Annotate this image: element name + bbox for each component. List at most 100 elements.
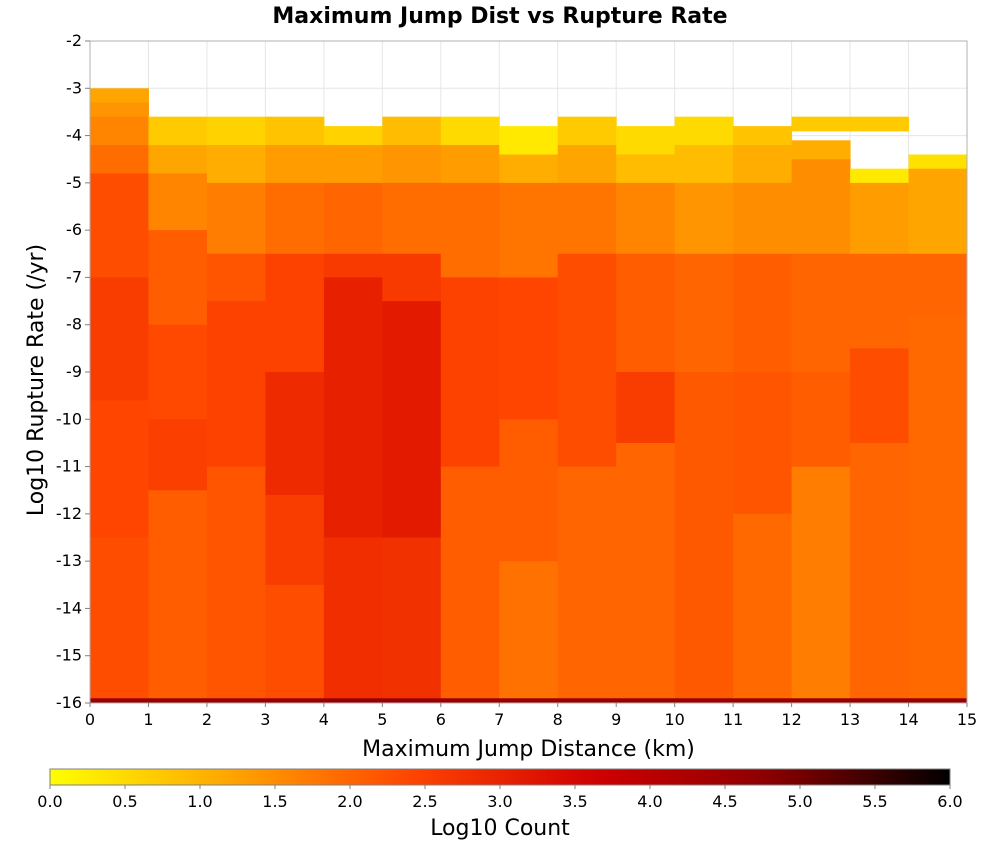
heatmap-cell xyxy=(616,154,676,184)
heatmap-cell xyxy=(382,182,442,255)
x-tick-label: 0 xyxy=(85,710,95,729)
heatmap-cell xyxy=(265,182,325,255)
x-tick-label: 2 xyxy=(202,710,212,729)
heatmap-cell xyxy=(206,253,266,302)
y-tick-label: -15 xyxy=(56,646,82,665)
heatmap-cell xyxy=(90,173,149,278)
heatmap-cell xyxy=(90,145,149,174)
heatmap-cell xyxy=(733,253,793,373)
heatmap-cell xyxy=(674,145,734,184)
x-tick-label: 14 xyxy=(898,710,918,729)
colorbar-tick-label: 4.5 xyxy=(712,792,737,811)
heatmap-cell xyxy=(557,698,617,704)
heatmap-cell xyxy=(499,126,559,155)
colorbar-tick-label: 3.0 xyxy=(487,792,512,811)
x-tick-label: 8 xyxy=(553,710,563,729)
heatmap-cell xyxy=(148,116,208,146)
heatmap-cell xyxy=(674,372,734,699)
y-tick-label: -16 xyxy=(56,693,82,712)
heatmap-cell xyxy=(557,253,617,468)
heatmap-cell xyxy=(499,277,559,420)
heatmap-cell xyxy=(791,159,851,255)
heatmap-cell xyxy=(440,145,500,184)
colorbar-tick-label: 3.5 xyxy=(562,792,587,811)
y-axis-label: Log10 Rupture Rate (/yr) xyxy=(24,244,49,516)
heatmap-cell xyxy=(557,116,617,146)
heatmap-cell xyxy=(733,145,793,184)
heatmap-cell xyxy=(90,537,149,699)
heatmap-cell xyxy=(90,400,149,538)
x-tick-label: 6 xyxy=(436,710,446,729)
heatmap-cell xyxy=(733,698,793,704)
heatmap-cell xyxy=(148,698,208,704)
y-tick-label: -14 xyxy=(56,598,82,617)
heatmap-cell xyxy=(90,88,149,103)
x-axis-ticks: 0 1 2 3 4 5 6 7 8 9 10 11 12 13 14 15 xyxy=(85,703,977,729)
heatmap-cell xyxy=(206,182,266,255)
y-tick-label: -9 xyxy=(66,362,82,381)
y-tick-label: -4 xyxy=(66,126,82,145)
heatmap-cell xyxy=(908,154,968,170)
heatmap-cell xyxy=(148,173,208,231)
heatmap-cell xyxy=(850,348,910,444)
heatmap-cell xyxy=(265,698,325,704)
heatmap-cells xyxy=(90,88,968,704)
y-tick-label: -10 xyxy=(56,409,82,428)
heatmap-cell xyxy=(323,182,383,255)
heatmap-cell xyxy=(206,116,266,146)
heatmap-cell xyxy=(908,253,968,316)
heatmap-cell xyxy=(499,698,559,704)
x-tick-label: 9 xyxy=(611,710,621,729)
heatmap-cell xyxy=(382,253,442,302)
heatmap-cell xyxy=(148,490,208,699)
colorbar-tick-label: 2.5 xyxy=(412,792,437,811)
heatmap-cell xyxy=(265,116,325,146)
heatmap-cell xyxy=(148,145,208,174)
heatmap-cell xyxy=(616,182,676,255)
heatmap-cell xyxy=(323,277,383,538)
heatmap-cell xyxy=(850,442,910,699)
heatmap-cell xyxy=(791,116,851,132)
heatmap-cell xyxy=(323,145,383,184)
colorbar-tick-label: 0.0 xyxy=(37,792,62,811)
x-axis-label: Maximum Jump Distance (km) xyxy=(362,737,695,762)
heatmap-cell xyxy=(90,277,149,401)
heatmap-cell xyxy=(791,253,851,373)
heatmap-cell xyxy=(90,116,149,146)
heatmap-cell xyxy=(206,698,266,704)
heatmap-cell xyxy=(90,698,149,704)
heatmap-cell xyxy=(616,372,676,444)
x-tick-label: 7 xyxy=(494,710,504,729)
heatmap-cell xyxy=(908,168,968,255)
y-axis-ticks: -2 -3 -4 -5 -6 -7 -8 -9 -10 -11 -12 -13 -14 -15 -16 xyxy=(56,31,90,712)
y-tick-label: -2 xyxy=(66,31,82,50)
y-tick-label: -13 xyxy=(56,551,82,570)
heatmap-cell xyxy=(908,698,968,704)
heatmap-cell xyxy=(206,145,266,184)
colorbar-tick-label: 2.0 xyxy=(337,792,362,811)
x-tick-label: 4 xyxy=(319,710,329,729)
heatmap-cell xyxy=(440,698,500,704)
heatmap-cell xyxy=(90,102,149,118)
colorbar-tick-label: 4.0 xyxy=(637,792,662,811)
heatmap-cell xyxy=(382,301,442,538)
heatmap-cell xyxy=(206,301,266,468)
heatmap-cell xyxy=(206,466,266,699)
colorbar xyxy=(49,768,951,786)
heatmap-cell xyxy=(733,513,793,699)
y-tick-label: -5 xyxy=(66,173,82,192)
heatmap-cell xyxy=(323,537,383,699)
x-tick-label: 10 xyxy=(664,710,684,729)
x-tick-label: 11 xyxy=(723,710,743,729)
heatmap-cell xyxy=(850,168,910,184)
y-tick-label: -8 xyxy=(66,315,82,334)
heatmap-cell xyxy=(733,182,793,255)
heatmap-cell xyxy=(733,372,793,515)
y-tick-label: -11 xyxy=(56,457,82,476)
heatmap-cell xyxy=(557,466,617,699)
heatmap-cell xyxy=(323,698,383,704)
heatmap-cell xyxy=(440,182,500,278)
y-tick-label: -12 xyxy=(56,504,82,523)
heatmap-cell xyxy=(382,698,442,704)
heatmap-cell xyxy=(499,561,559,699)
